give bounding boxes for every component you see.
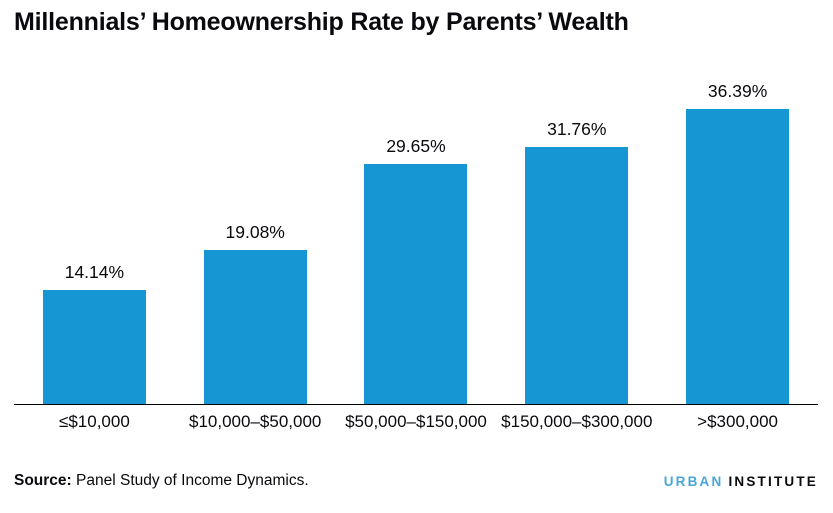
bar-group: 31.76% [496,119,657,404]
bar [364,164,468,404]
bar-value-label: 31.76% [547,119,607,139]
chart-title: Millennials’ Homeownership Rate by Paren… [14,8,629,36]
urban-institute-logo: URBAN INSTITUTE [664,474,818,489]
logo-urban-text: URBAN [663,473,724,489]
bar-value-label: 29.65% [386,136,446,156]
bar-group: 19.08% [175,222,336,404]
x-axis-label: ≤$10,000 [59,412,130,431]
bar-value-label: 19.08% [225,222,285,242]
bar [525,147,629,404]
bar-value-label: 14.14% [64,262,125,282]
x-axis-label: $10,000–$50,000 [189,412,322,431]
x-axis-labels: ≤$10,000 $10,000–$50,000 $50,000–$150,000 $… [14,412,818,432]
bar [42,290,146,404]
bar-value-label: 36.39% [707,81,768,101]
chart-plot-area: 14.14% 19.08% 29.65% 31.76% 36.39% [14,60,818,405]
x-axis-label: $50,000–$150,000 [345,412,487,431]
x-axis-label: >$300,000 [697,412,778,431]
logo-institute-text: INSTITUTE [728,473,818,489]
bar [203,250,307,404]
source-label: Source: [14,472,72,489]
bar [686,109,790,404]
source-text: Panel Study of Income Dynamics. [76,472,309,489]
x-axis-label: $150,000–$300,000 [501,412,653,431]
bar-group: 29.65% [336,136,497,404]
chart-footer: Source: Panel Study of Income Dynamics. … [14,472,818,490]
bar-group: 14.14% [14,262,175,404]
bar-group: 36.39% [657,81,818,404]
source-note: Source: Panel Study of Income Dynamics. [14,472,309,490]
